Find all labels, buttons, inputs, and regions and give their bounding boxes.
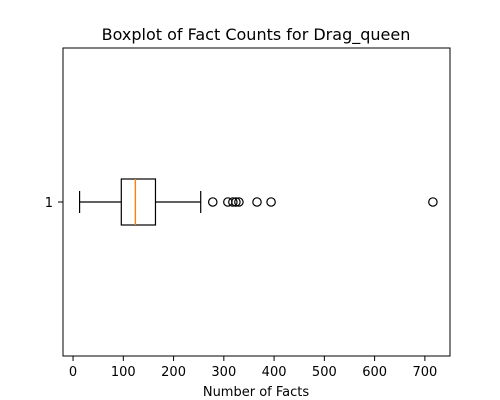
x-tick-label-500: 500 [312, 365, 337, 380]
chart-title: Boxplot of Fact Counts for Drag_queen [102, 25, 411, 45]
x-tick-label-400: 400 [262, 365, 287, 380]
x-tick-label-700: 700 [412, 365, 437, 380]
x-axis: 0 100 200 300 400 500 600 700 [69, 356, 437, 380]
outlier-point-0 [207, 197, 218, 207]
y-tick-label-0: 1 [45, 196, 53, 211]
iqr-box [120, 178, 157, 226]
outlier-point-2 [228, 197, 238, 207]
outlier-point-7 [428, 197, 438, 207]
x-tick-label-100: 100 [111, 365, 136, 380]
x-tick-label-300: 300 [211, 365, 236, 380]
x-tick-label-600: 600 [362, 365, 387, 380]
outlier-point-6 [266, 197, 276, 207]
y-axis: 1 [45, 196, 63, 211]
plot-area [62, 47, 451, 357]
outlier-point-4 [234, 197, 244, 207]
x-tick-label-200: 200 [161, 365, 186, 380]
outlier-point-3 [231, 197, 241, 207]
x-axis-label: Number of Facts [203, 385, 310, 400]
outlier-point-5 [252, 197, 262, 207]
x-tick-label-0: 0 [69, 365, 77, 380]
